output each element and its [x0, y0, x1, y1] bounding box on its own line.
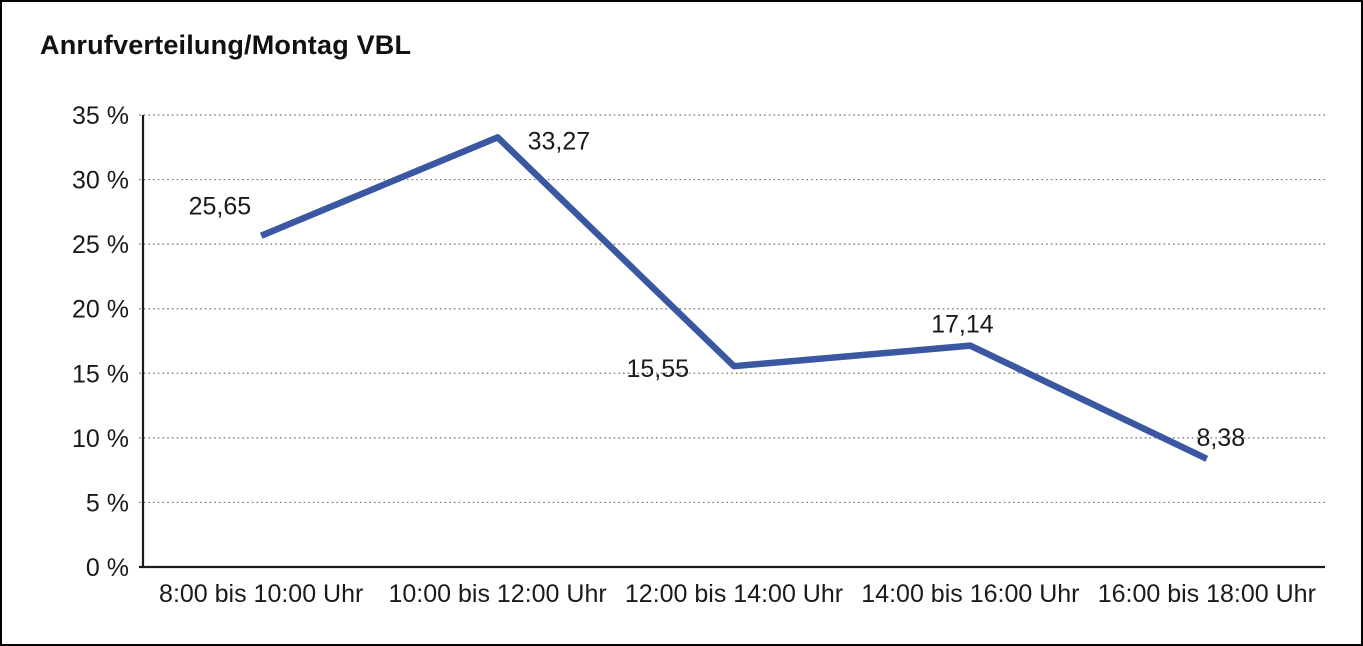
chart-title: Anrufverteilung/Montag VBL: [40, 30, 412, 60]
y-axis-tick-label: 30 %: [72, 167, 129, 195]
x-axis-tick-label: 10:00 bis 12:00 Uhr: [388, 580, 606, 608]
data-line: [259, 134, 1209, 462]
y-axis-tick-label: 35 %: [72, 102, 129, 130]
data-point-label: 33,27: [528, 127, 591, 155]
data-point-label: 17,14: [931, 311, 994, 339]
y-axis-tick-label: 25 %: [72, 231, 129, 259]
x-axis-tick-label: 16:00 bis 18:00 Uhr: [1098, 580, 1316, 608]
data-point-label: 25,65: [189, 193, 252, 221]
data-point-label: 15,55: [626, 355, 689, 383]
x-axis-tick-label: 14:00 bis 16:00 Uhr: [861, 580, 1079, 608]
y-axis-tick-label: 20 %: [72, 296, 129, 324]
y-axis-tick-label: 0 %: [86, 554, 129, 582]
data-point-label: 8,38: [1196, 424, 1245, 452]
x-axis-tick-label: 8:00 bis 10:00 Uhr: [159, 580, 363, 608]
y-axis-tick-label: 15 %: [72, 360, 129, 388]
y-axis-tick-label: 5 %: [86, 489, 129, 517]
y-axis-tick-label: 10 %: [72, 425, 129, 453]
x-axis-tick-label: 12:00 bis 14:00 Uhr: [625, 580, 843, 608]
